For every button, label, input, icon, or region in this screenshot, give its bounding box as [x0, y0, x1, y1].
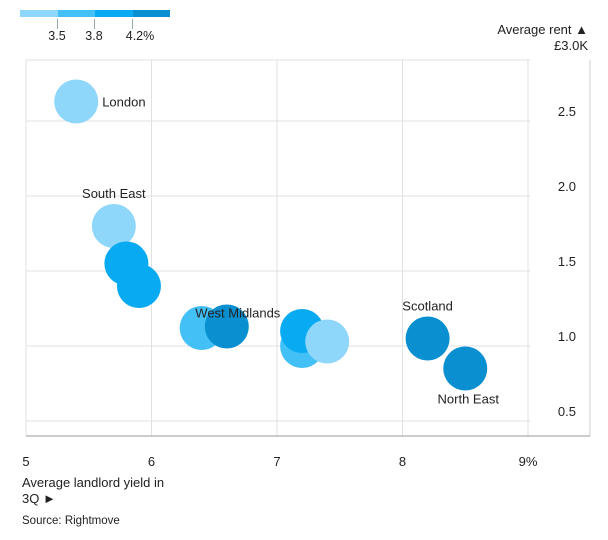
- x-tick-label: 8: [399, 454, 406, 469]
- x-tick-label: 6: [148, 454, 155, 469]
- data-point: [116, 264, 161, 308]
- data-point: [54, 79, 99, 124]
- legend-label: 3.5: [48, 29, 66, 43]
- point-label: West Midlands: [195, 306, 281, 321]
- y-axis-unit: £3.0K: [554, 38, 588, 53]
- legend-ticks: 3.5 3.8 4.2%: [20, 17, 170, 43]
- x-axis-label: Average landlord yield in 3Q ►: [22, 475, 165, 506]
- legend-swatch: [132, 10, 170, 17]
- point-label: South East: [82, 186, 146, 201]
- y-tick-label: 2.0: [558, 179, 576, 194]
- legend-tick: [57, 19, 58, 29]
- legend-tick: [132, 19, 133, 29]
- legend-label: 4.2%: [125, 29, 155, 43]
- legend-label: 3.8: [85, 29, 103, 43]
- point-label: Scotland: [402, 299, 453, 314]
- data-point: [91, 204, 136, 248]
- x-tick-label: 5: [22, 454, 29, 469]
- data-point: [204, 304, 249, 349]
- point-label: London: [102, 95, 145, 110]
- data-point: [305, 319, 350, 364]
- legend-tick: [94, 19, 95, 29]
- legend-swatches: [20, 10, 170, 17]
- data-point: [405, 316, 450, 361]
- legend: 3.5 3.8 4.2%: [20, 10, 170, 50]
- y-tick-label: 0.5: [558, 404, 576, 419]
- y-tick-label: 1.5: [558, 254, 576, 269]
- y-tick-label: 2.5: [558, 104, 576, 119]
- x-tick-label: 9%: [519, 454, 538, 469]
- source-note: Source: Rightmove: [22, 515, 120, 527]
- legend-swatch: [95, 10, 133, 17]
- y-axis-label: Average rent ▲: [497, 22, 588, 37]
- data-point: [443, 346, 488, 391]
- point-label: North East: [438, 392, 500, 407]
- y-tick-label: 1.0: [558, 329, 576, 344]
- legend-swatch: [20, 10, 58, 17]
- x-tick-label: 7: [273, 454, 280, 469]
- legend-swatch: [57, 10, 95, 17]
